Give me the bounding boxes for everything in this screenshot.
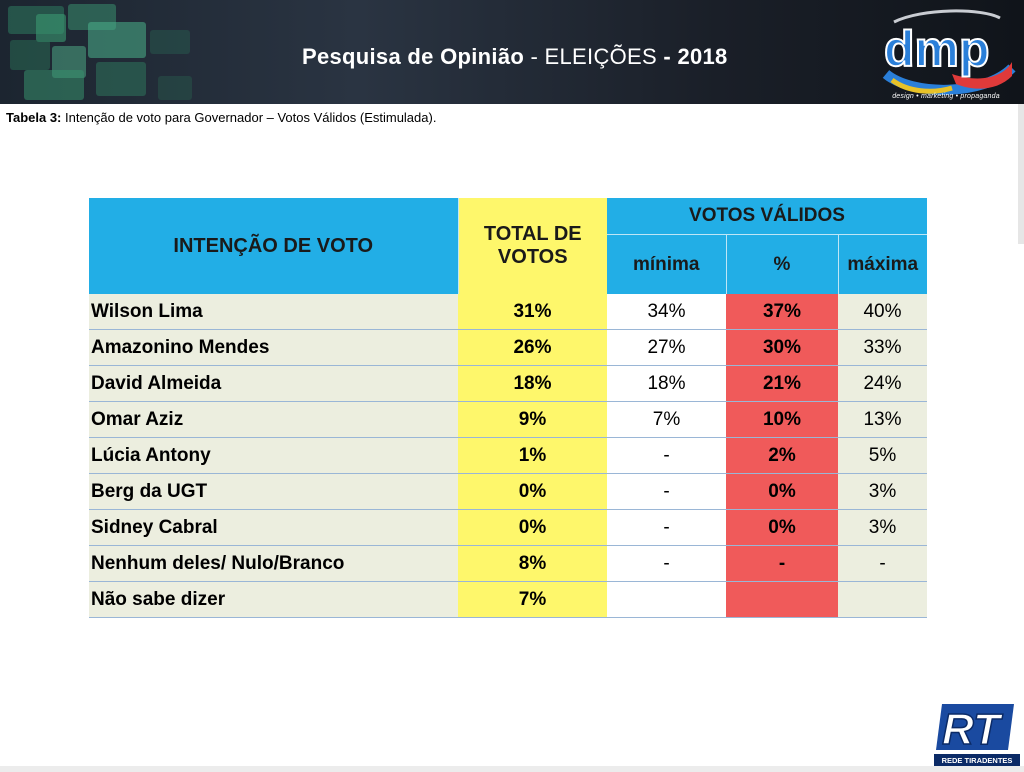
decor-square: [24, 70, 84, 100]
valid-min: -: [607, 545, 726, 582]
total-votes: 1%: [458, 437, 607, 474]
caption-label: Tabela 3:: [6, 110, 62, 125]
decor-square: [88, 22, 146, 58]
decor-square: [158, 76, 192, 100]
candidate-name: Nenhum deles/ Nulo/Branco: [89, 545, 458, 582]
logo-tagline: design • marketing • propaganda: [892, 93, 1000, 100]
valid-min: -: [607, 509, 726, 546]
header-total-line1: TOTAL DE: [483, 223, 582, 245]
header-votos-validos: VOTOS VÁLIDOS: [607, 198, 927, 236]
title-part-1: Pesquisa de Opinião: [302, 44, 525, 69]
header-intencao: INTENÇÃO DE VOTO: [89, 198, 459, 294]
table-row: Nenhum deles/ Nulo/Branco 8% - - -: [89, 545, 927, 582]
title-separator: -: [524, 44, 545, 69]
valid-max: 33%: [838, 329, 927, 366]
table-row: Lúcia Antony 1% - 2% 5%: [89, 437, 927, 474]
page-edge: [0, 766, 1024, 772]
total-votes: 0%: [458, 509, 607, 546]
table-caption: Tabela 3: Intenção de voto para Governad…: [6, 110, 436, 125]
candidate-name: Berg da UGT: [89, 473, 458, 510]
total-votes: 26%: [458, 329, 607, 366]
title-part-2: ELEIÇÕES: [544, 44, 657, 69]
candidate-name: Amazonino Mendes: [89, 329, 458, 366]
title-separator: -: [657, 44, 678, 69]
rt-logo-tagline: REDE TIRADENTES: [942, 756, 1013, 765]
table-row: Berg da UGT 0% - 0% 3%: [89, 473, 927, 510]
total-votes: 8%: [458, 545, 607, 582]
valid-min: 34%: [607, 294, 726, 330]
valid-percent: 10%: [726, 401, 838, 438]
valid-min: 18%: [607, 365, 726, 402]
table-row: Omar Aziz 9% 7% 10% 13%: [89, 401, 927, 438]
total-votes: 18%: [458, 365, 607, 402]
table-row: Amazonino Mendes 26% 27% 30% 33%: [89, 329, 927, 366]
valid-percent: 2%: [726, 437, 838, 474]
candidate-name: Sidney Cabral: [89, 509, 458, 546]
header-total-line2: VOTOS: [497, 246, 568, 268]
page-edge: [1018, 104, 1024, 244]
valid-min: -: [607, 473, 726, 510]
title-year: 2018: [677, 44, 728, 69]
caption-text: Intenção de voto para Governador – Votos…: [61, 110, 437, 125]
header-percent: %: [726, 234, 839, 294]
decor-square: [36, 14, 66, 42]
decor-square: [96, 62, 146, 96]
header-maxima: máxima: [838, 234, 927, 294]
dmp-logo-icon: dmp: [882, 9, 1016, 95]
valid-max: 3%: [838, 509, 927, 546]
valid-min: -: [607, 437, 726, 474]
valid-min: 7%: [607, 401, 726, 438]
valid-percent: 30%: [726, 329, 838, 366]
table-row: Wilson Lima 31% 34% 37% 40%: [89, 294, 927, 330]
candidate-name: Não sabe dizer: [89, 581, 458, 618]
valid-percent: [726, 581, 838, 618]
valid-percent: -: [726, 545, 838, 582]
header-minima: mínima: [607, 234, 727, 294]
rede-tiradentes-logo-icon: RT REDE TIRADENTES: [934, 700, 1020, 766]
valid-min: [607, 581, 726, 618]
candidate-name: Omar Aziz: [89, 401, 458, 438]
header-total: TOTAL DE VOTOS: [458, 198, 607, 294]
table-row: Sidney Cabral 0% - 0% 3%: [89, 509, 927, 546]
candidate-name: Wilson Lima: [89, 294, 458, 330]
valid-max: 40%: [838, 294, 927, 330]
valid-max: [838, 581, 927, 618]
valid-percent: 0%: [726, 473, 838, 510]
total-votes: 9%: [458, 401, 607, 438]
header-banner: Pesquisa de Opinião - ELEIÇÕES - 2018 dm…: [0, 0, 1024, 104]
decor-square: [10, 40, 50, 70]
valid-percent: 21%: [726, 365, 838, 402]
table-row: Não sabe dizer 7%: [89, 581, 927, 618]
candidate-name: Lúcia Antony: [89, 437, 458, 474]
valid-max: -: [838, 545, 927, 582]
table-row: David Almeida 18% 18% 21% 24%: [89, 365, 927, 402]
vote-intention-table: INTENÇÃO DE VOTO TOTAL DE VOTOS VOTOS VÁ…: [89, 198, 927, 618]
logo-text: dmp: [884, 21, 990, 77]
total-votes: 31%: [458, 294, 607, 330]
total-votes: 0%: [458, 473, 607, 510]
rt-logo-text: RT: [942, 705, 1003, 754]
valid-max: 5%: [838, 437, 927, 474]
valid-percent: 37%: [726, 294, 838, 330]
valid-percent: 0%: [726, 509, 838, 546]
page-title: Pesquisa de Opinião - ELEIÇÕES - 2018: [302, 44, 728, 70]
valid-max: 24%: [838, 365, 927, 402]
decor-square: [150, 30, 190, 54]
valid-max: 3%: [838, 473, 927, 510]
candidate-name: David Almeida: [89, 365, 458, 402]
valid-min: 27%: [607, 329, 726, 366]
total-votes: 7%: [458, 581, 607, 618]
valid-max: 13%: [838, 401, 927, 438]
